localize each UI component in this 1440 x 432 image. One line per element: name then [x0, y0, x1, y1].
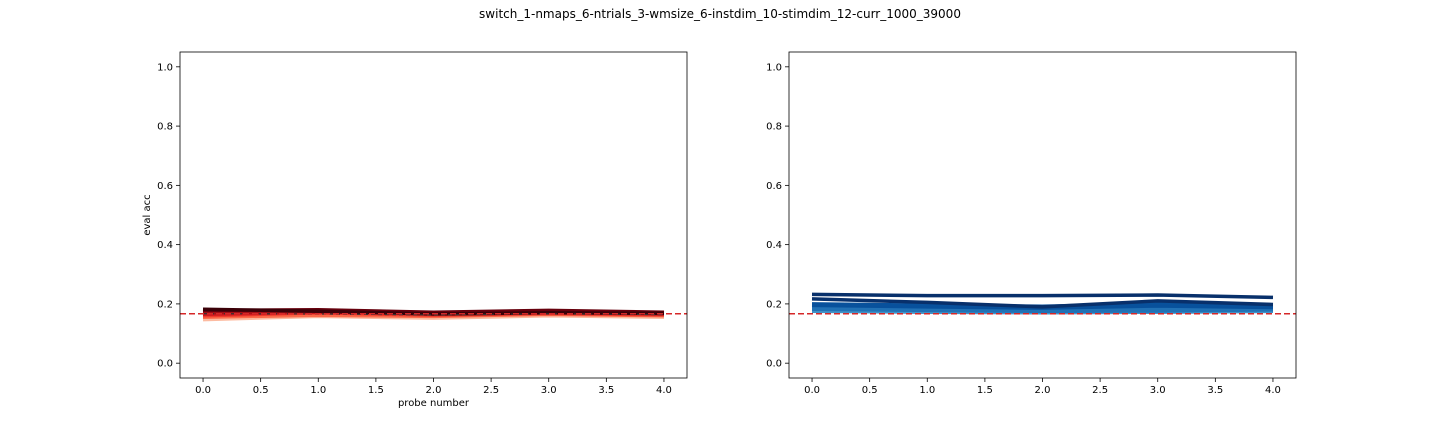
x-tick-label: 4.0 [656, 385, 672, 396]
x-tick-label: 0.5 [253, 385, 269, 396]
y-tick-label: 0.8 [766, 122, 782, 133]
x-tick-label: 3.0 [541, 385, 557, 396]
y-tick-label: 1.0 [157, 62, 173, 73]
y-tick-label: 0.4 [157, 240, 173, 251]
left-panel: 0.0 0.5 1.0 1.5 2.0 2.5 3.0 3.5 4.0 0.0 0.2 0.4 0.6 0… [142, 51, 688, 409]
x-tick-label: 1.5 [368, 385, 384, 396]
y-tick-label: 0.8 [157, 122, 173, 133]
y-tick-label: 1.0 [766, 62, 782, 73]
x-tick-label: 2.5 [483, 385, 499, 396]
x-tick-label: 4.0 [1265, 385, 1281, 396]
y-tick-label: 0.2 [157, 299, 173, 310]
x-tick-label: 2.0 [1035, 385, 1051, 396]
y-tick-label: 0.0 [157, 359, 173, 370]
y-tick-label: 0.6 [157, 181, 173, 192]
x-tick-label: 3.5 [1207, 385, 1223, 396]
x-tick-label: 0.5 [862, 385, 878, 396]
x-tick-label: 1.5 [977, 385, 993, 396]
series-line-1-5 [811, 297, 1274, 309]
y-tick-label: 0.6 [766, 181, 782, 192]
axes-frame [179, 51, 688, 379]
x-tick-label: 1.0 [919, 385, 935, 396]
x-tick-label: 3.5 [598, 385, 614, 396]
y-tick-label: 0.2 [766, 299, 782, 310]
y-axis-label: eval acc [142, 194, 153, 235]
x-tick-label: 2.5 [1092, 385, 1108, 396]
axes-frame [788, 51, 1297, 379]
x-tick-label: 1.0 [310, 385, 326, 396]
figure-title: switch_1-nmaps_6-ntrials_3-wmsize_6-inst… [479, 7, 961, 21]
x-tick-label: 0.0 [195, 385, 211, 396]
right-panel: 0.0 0.5 1.0 1.5 2.0 2.5 3.0 3.5 4.0 0.0 0.2 0.4 0.6 0… [766, 51, 1297, 396]
x-axis-label: probe number [398, 398, 470, 409]
x-tick-label: 0.0 [804, 385, 820, 396]
y-tick-label: 0.4 [766, 240, 782, 251]
y-tick-label: 0.0 [766, 359, 782, 370]
x-tick-label: 3.0 [1150, 385, 1166, 396]
series-line-1-6 [811, 292, 1274, 300]
x-tick-label: 2.0 [426, 385, 442, 396]
